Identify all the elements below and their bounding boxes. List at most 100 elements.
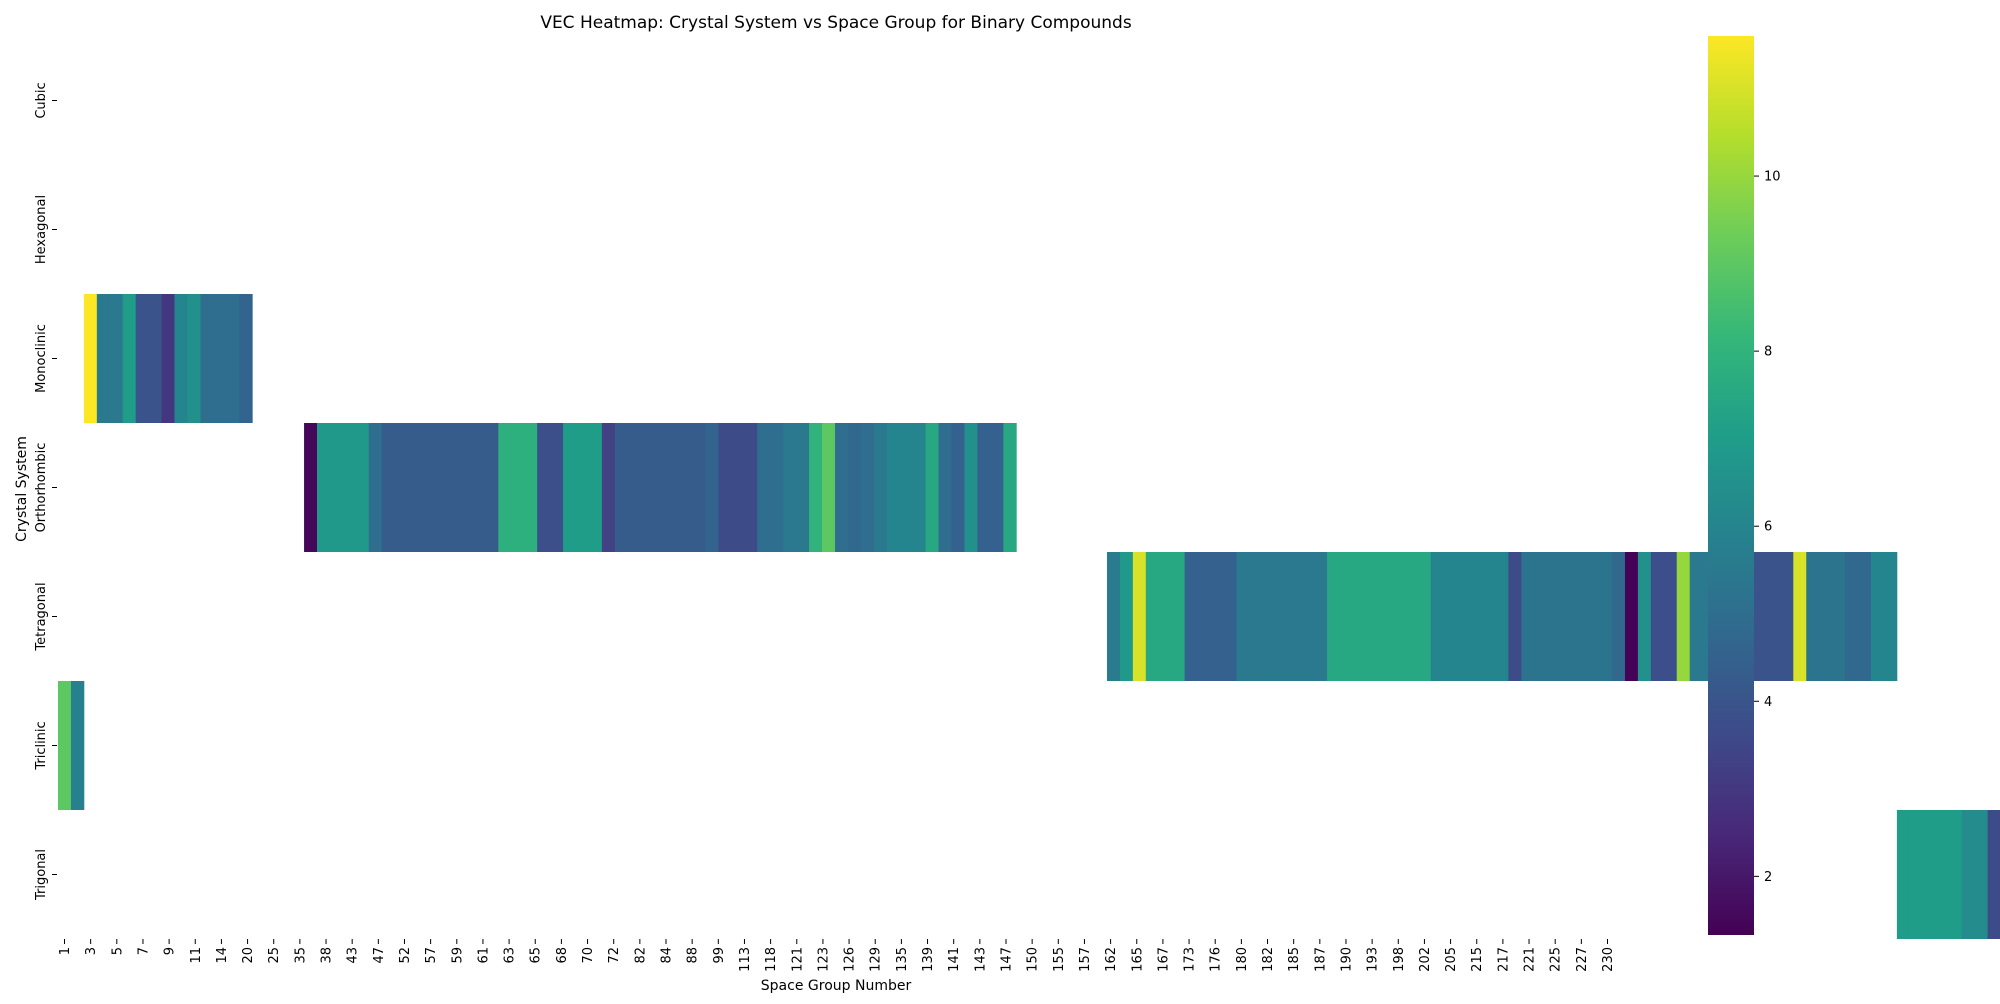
heatmap-cell <box>498 423 511 552</box>
heatmap-cell <box>1988 810 2000 939</box>
x-tick-label: 5 <box>110 947 125 955</box>
x-tick-label: 43 <box>346 947 361 964</box>
heatmap-cell <box>1677 552 1690 681</box>
colorbar-tick-label: 10 <box>1764 170 1781 185</box>
heatmap-cell <box>1806 552 1845 681</box>
heatmap-cell <box>1236 552 1327 681</box>
x-tick-label: 155 <box>1052 947 1067 972</box>
x-tick-label: 217 <box>1496 947 1511 972</box>
heatmap-cell <box>1431 552 1509 681</box>
heatmap-cell <box>1884 552 1897 681</box>
heatmap-cell <box>602 423 615 552</box>
heatmap-cell <box>874 423 887 552</box>
x-tick-label: 118 <box>764 947 779 972</box>
heatmap-cell <box>887 423 900 552</box>
heatmap-cell <box>1949 810 1962 939</box>
heatmap-cell <box>58 681 71 810</box>
heatmap-cell <box>1845 552 1858 681</box>
y-tick-label: Cubic <box>34 82 49 118</box>
heatmap-cell <box>136 294 149 423</box>
x-tick-label: 182 <box>1261 947 1276 972</box>
x-tick-label: 176 <box>1209 947 1224 972</box>
heatmap-cell <box>706 423 719 552</box>
heatmap-cell <box>84 294 97 423</box>
heatmap-cell <box>861 423 874 552</box>
heatmap-cell <box>537 423 563 552</box>
heatmap-cell <box>188 294 201 423</box>
x-tick-label: 9 <box>163 947 178 955</box>
x-tick-label: 185 <box>1287 947 1302 972</box>
x-tick-label: 70 <box>581 947 596 964</box>
heatmap-cell <box>718 423 757 552</box>
x-tick-label: 165 <box>1130 947 1145 972</box>
x-tick-label: 198 <box>1392 947 1407 972</box>
heatmap-cell <box>939 423 952 552</box>
heatmap-cell <box>162 294 175 423</box>
x-tick-label: 47 <box>372 947 387 964</box>
heatmap-cell <box>1133 552 1146 681</box>
heatmap-cell <box>317 423 369 552</box>
heatmap-cell <box>783 423 796 552</box>
heatmap-cell <box>1107 552 1120 681</box>
heatmap-cell <box>952 423 965 552</box>
heatmap-cell <box>123 294 136 423</box>
heatmap-cell <box>71 681 84 810</box>
x-tick-labels: 1 3 5 7 9 11 14 20 25 35 38 43 47 52 57 59 61 63 65 68 70 72 8… <box>58 939 1616 972</box>
heatmap-cell <box>1871 552 1884 681</box>
x-tick-label: 63 <box>503 947 518 964</box>
x-tick-label: 113 <box>738 947 753 972</box>
x-tick-label: 150 <box>1026 947 1041 972</box>
x-tick-label: 193 <box>1366 947 1381 972</box>
x-tick-label: 227 <box>1575 947 1590 972</box>
x-tick-label: 65 <box>529 947 544 964</box>
x-axis-label: Space Group Number <box>761 978 912 994</box>
x-tick-label: 14 <box>215 947 230 964</box>
colorbar-tick-label: 6 <box>1764 520 1772 535</box>
x-tick-label: 99 <box>712 947 727 964</box>
heatmap-cell <box>1897 810 1910 939</box>
y-tick-label: Tetragonal <box>34 582 49 651</box>
heatmap-cell <box>1586 552 1612 681</box>
heatmap-cell <box>900 423 926 552</box>
heatmap-cell <box>796 423 809 552</box>
x-tick-label: 205 <box>1444 947 1459 972</box>
x-tick-label: 187 <box>1313 947 1328 972</box>
heatmap-cell <box>1327 552 1431 681</box>
x-tick-label: 38 <box>320 947 335 964</box>
x-tick-label: 190 <box>1340 947 1355 972</box>
heatmap-cell <box>1651 552 1677 681</box>
heatmap-cell <box>239 294 252 423</box>
x-tick-label: 84 <box>660 947 675 964</box>
x-tick-label: 68 <box>555 947 570 964</box>
row-labels: Cubic Hexagonal Monoclinic Orthorhombic Tetr… <box>34 82 57 901</box>
x-tick-label: 1 <box>58 947 73 955</box>
x-tick-label: 157 <box>1078 947 1093 972</box>
x-tick-label: 20 <box>241 947 256 964</box>
x-tick-label: 215 <box>1470 947 1485 972</box>
y-tick-label: Monoclinic <box>34 324 49 393</box>
heatmap-cell <box>1573 552 1586 681</box>
y-tick-label: Triclinic <box>34 721 49 770</box>
heatmap-cell <box>848 423 861 552</box>
heatmap-cell <box>1638 552 1651 681</box>
heatmap-cell <box>926 423 939 552</box>
heatmap-cell <box>1910 810 1949 939</box>
heatmap-cell <box>304 423 317 552</box>
x-tick-label: 180 <box>1235 947 1250 972</box>
colorbar-tick-label: 8 <box>1764 345 1772 360</box>
x-tick-label: 88 <box>686 947 701 964</box>
x-tick-label: 221 <box>1523 947 1538 972</box>
heatmap-cell <box>110 294 123 423</box>
heatmap-cell <box>1003 423 1016 552</box>
heatmap-cell <box>654 423 706 552</box>
heatmap-cell <box>977 423 1003 552</box>
heatmap-cell <box>965 423 978 552</box>
heatmap-cell <box>511 423 537 552</box>
y-tick-label: Orthorhombic <box>34 443 49 533</box>
x-tick-label: 225 <box>1549 947 1564 972</box>
x-tick-label: 143 <box>973 947 988 972</box>
x-tick-label: 82 <box>633 947 648 964</box>
heatmap-cell <box>1146 552 1185 681</box>
